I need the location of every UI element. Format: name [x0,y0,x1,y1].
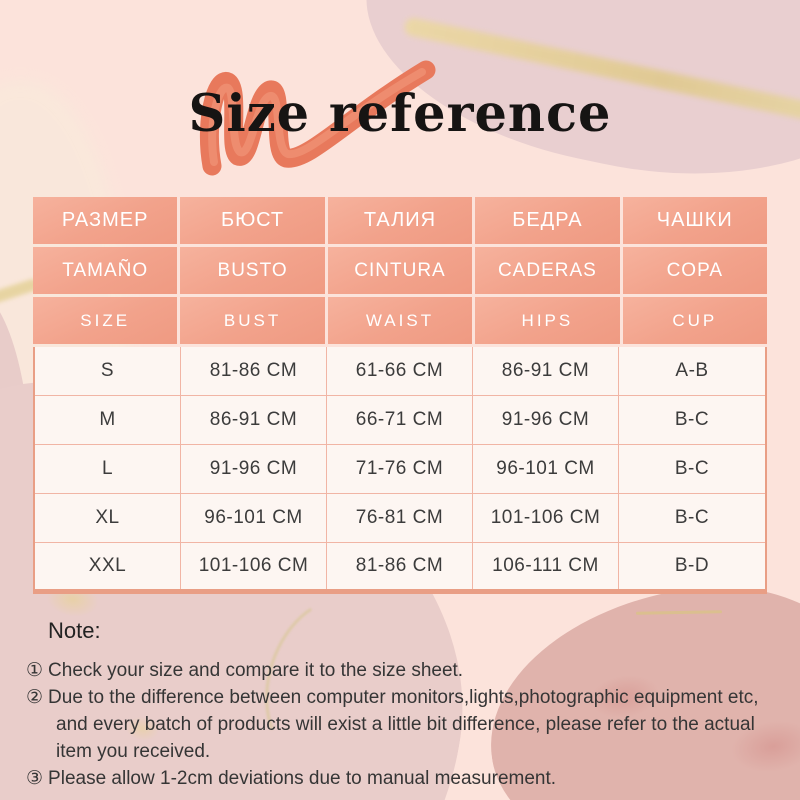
size-cell: XXL [35,543,181,589]
hips-cell: 101-106 CM [473,494,619,542]
header-cell: ЧАШКИ [622,197,767,244]
size-table-body: S 81-86 CM 61-66 CM 86-91 CM A-B M 86-91… [33,347,767,594]
table-row: L 91-96 CM 71-76 CM 96-101 CM B-C [35,445,765,494]
cup-cell: B-C [674,458,710,479]
cup-cell: A-B [675,360,709,381]
header-cell: COPA [622,247,767,294]
size-table: РАЗМЕР БЮСТ ТАЛИЯ БЕДРА ЧАШКИ TAMAÑO BUS… [33,197,767,594]
waist-cell: 76-81 CM [327,494,473,542]
note-text: Please allow 1-2cm deviations due to man… [48,768,557,789]
note-item: ① Check your size and compare it to the s… [26,657,776,684]
size-table-header-english: SIZE BUST WAIST HIPS CUP [33,297,767,344]
header-cell: CINTURA [327,247,473,294]
note-heading: Note: [48,618,101,643]
hips-cell: 96-101 CM [473,445,619,493]
size-cell: M [35,396,181,444]
header-cell: CUP [622,297,767,344]
size-table-header-spanish: TAMAÑO BUSTO CINTURA CADERAS COPA [33,247,767,294]
size-table-header-russian: РАЗМЕР БЮСТ ТАЛИЯ БЕДРА ЧАШКИ [33,197,767,244]
size-cell: L [35,445,181,493]
page-title: Size reference [188,84,612,144]
gold-line-decoration [635,610,723,615]
table-row: XXL 101-106 CM 81-86 CM 106-111 CM B-D [35,543,765,592]
size-cell: XL [35,494,181,542]
cup-cell: B-C [674,409,710,430]
note-text: Check your size and compare it to the si… [48,660,464,681]
header-cell: CADERAS [475,247,620,294]
circled-number-1: ① [26,660,44,681]
hips-cell: 86-91 CM [473,347,619,395]
hips-cell: 91-96 CM [473,396,619,444]
note-item: ② Due to the difference between computer … [26,684,776,765]
waist-cell: 61-66 CM [327,347,473,395]
bust-cell: 81-86 CM [181,347,327,395]
header-cell: BUSTO [180,247,325,294]
cup-cell: B-D [674,555,710,576]
circled-number-2: ② [26,687,44,708]
bust-cell: 96-101 CM [181,494,327,542]
waist-cell: 66-71 CM [327,396,473,444]
bust-cell: 91-96 CM [181,445,327,493]
bust-cell: 86-91 CM [181,396,327,444]
header-cell: SIZE [33,297,178,344]
header-cell: WAIST [327,297,473,344]
table-row: XL 96-101 CM 76-81 CM 101-106 CM B-C [35,494,765,543]
header-cell: БЕДРА [475,197,620,244]
header-cell: РАЗМЕР [33,197,178,244]
header-cell: HIPS [475,297,620,344]
note-section: Note: ① Check your size and compare it to… [26,618,776,792]
header-cell: БЮСТ [180,197,325,244]
size-cell: S [35,347,181,395]
table-row: S 81-86 CM 61-66 CM 86-91 CM A-B [35,347,765,396]
note-item: ③ Please allow 1-2cm deviations due to ma… [26,765,776,792]
waist-cell: 71-76 CM [327,445,473,493]
header-cell: TAMAÑO [33,247,178,294]
hips-cell: 106-111 CM [473,543,619,589]
header-cell: BUST [180,297,325,344]
cup-cell: B-C [674,507,710,528]
table-row: M 86-91 CM 66-71 CM 91-96 CM B-C [35,396,765,445]
header-cell: ТАЛИЯ [327,197,473,244]
circled-number-3: ③ [26,768,44,789]
waist-cell: 81-86 CM [327,543,473,589]
brush-stroke-decoration [199,60,436,176]
bust-cell: 101-106 CM [181,543,327,589]
watercolor-blob-left [0,288,32,668]
note-text: Due to the difference between computer m… [48,687,759,762]
